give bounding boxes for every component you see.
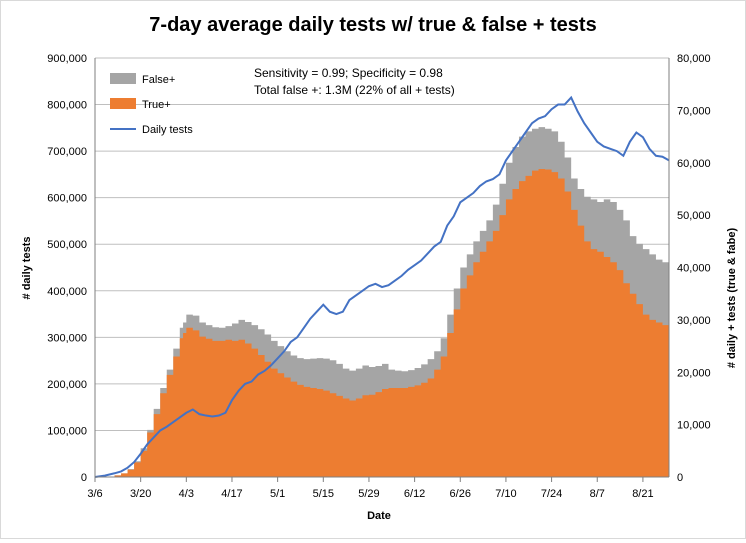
right-tick-label: 80,000 xyxy=(677,53,711,65)
left-tick-label: 700,000 xyxy=(47,146,87,158)
x-tick-label: 7/10 xyxy=(495,488,516,500)
left-tick-label: 600,000 xyxy=(47,193,87,205)
x-tick-label: 4/3 xyxy=(179,488,194,500)
x-tick-label: 3/6 xyxy=(87,488,102,500)
legend: False+ True+ Daily tests xyxy=(110,73,193,136)
legend-label-true-positive: True+ xyxy=(142,99,171,111)
right-axis-title: # daily + tests (true & fabe) xyxy=(726,228,738,369)
legend-label-daily-tests: Daily tests xyxy=(142,124,193,136)
legend-swatch-false-positive xyxy=(110,73,136,84)
right-tick-label: 30,000 xyxy=(677,315,711,327)
series-true-positive-area xyxy=(95,169,669,477)
left-tick-label: 400,000 xyxy=(47,286,87,298)
legend-swatch-true-positive xyxy=(110,98,136,109)
right-tick-label: 0 xyxy=(677,472,683,484)
x-tick-label: 5/1 xyxy=(270,488,285,500)
right-tick-label: 10,000 xyxy=(677,420,711,432)
left-tick-label: 100,000 xyxy=(47,425,87,437)
x-tick-label: 4/17 xyxy=(221,488,242,500)
axes xyxy=(94,58,670,478)
x-axis-ticks: 3/6 3/20 4/3 4/17 5/1 5/15 5/29 6/12 6/26 7/10 7/2… xyxy=(87,477,654,500)
right-tick-label: 60,000 xyxy=(677,158,711,170)
x-tick-label: 8/7 xyxy=(590,488,605,500)
annotation-false-total: Total false +: 1.3M (22% of all + tests) xyxy=(254,83,455,97)
right-tick-label: 40,000 xyxy=(677,263,711,275)
left-tick-label: 900,000 xyxy=(47,53,87,65)
left-tick-label: 0 xyxy=(81,472,87,484)
annotation-sensitivity: Sensitivity = 0.99; Specificity = 0.98 xyxy=(254,66,443,80)
left-tick-label: 500,000 xyxy=(47,239,87,251)
x-tick-label: 7/24 xyxy=(541,488,562,500)
right-tick-label: 50,000 xyxy=(677,210,711,222)
right-axis-ticks: 0 10,000 20,000 30,000 40,000 50,000 60,000 70,… xyxy=(677,53,711,484)
left-tick-label: 300,000 xyxy=(47,332,87,344)
left-axis-title: # daily tests xyxy=(21,237,33,300)
series-daily-tests-line xyxy=(94,95,670,478)
x-tick-label: 6/26 xyxy=(450,488,471,500)
legend-label-false-positive: False+ xyxy=(142,74,175,86)
left-axis-ticks: 0 100,000 200,000 300,000 400,000 500,000 600,… xyxy=(47,53,87,484)
area-layer xyxy=(95,127,669,477)
x-axis-title: Date xyxy=(367,510,391,522)
x-tick-label: 6/12 xyxy=(404,488,425,500)
x-tick-label: 5/29 xyxy=(358,488,379,500)
x-tick-label: 8/21 xyxy=(632,488,653,500)
x-tick-label: 3/20 xyxy=(130,488,151,500)
right-tick-label: 70,000 xyxy=(677,105,711,117)
right-tick-label: 20,000 xyxy=(677,367,711,379)
chart-title: 7-day average daily tests w/ true & fals… xyxy=(149,14,596,36)
left-tick-label: 800,000 xyxy=(47,100,87,112)
left-tick-label: 200,000 xyxy=(47,379,87,391)
x-tick-label: 5/15 xyxy=(313,488,334,500)
